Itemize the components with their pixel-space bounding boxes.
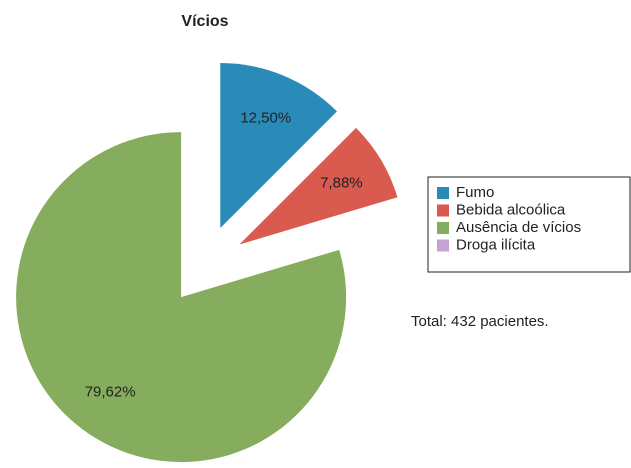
legend-swatch bbox=[437, 204, 449, 217]
legend-swatch bbox=[437, 187, 449, 199]
annotation: Total: 432 pacientes. bbox=[411, 313, 549, 330]
slice-label: 7,88% bbox=[320, 175, 363, 192]
pie-slice bbox=[239, 127, 398, 245]
legend-swatch bbox=[437, 239, 449, 252]
chart-title: Vícios bbox=[181, 13, 228, 30]
legend-label: Bebida alcoólica bbox=[456, 201, 566, 218]
pie-slice bbox=[16, 132, 347, 463]
slice-label: 79,62% bbox=[85, 383, 136, 400]
slice-label: 12,50% bbox=[240, 109, 291, 126]
legend-label: Droga ilícita bbox=[456, 236, 536, 253]
legend-swatch bbox=[437, 222, 449, 234]
pie-slice bbox=[220, 63, 337, 229]
legend-box bbox=[427, 176, 631, 273]
legend-label: Ausência de vícios bbox=[456, 219, 581, 236]
legend-label: Fumo bbox=[456, 184, 494, 201]
